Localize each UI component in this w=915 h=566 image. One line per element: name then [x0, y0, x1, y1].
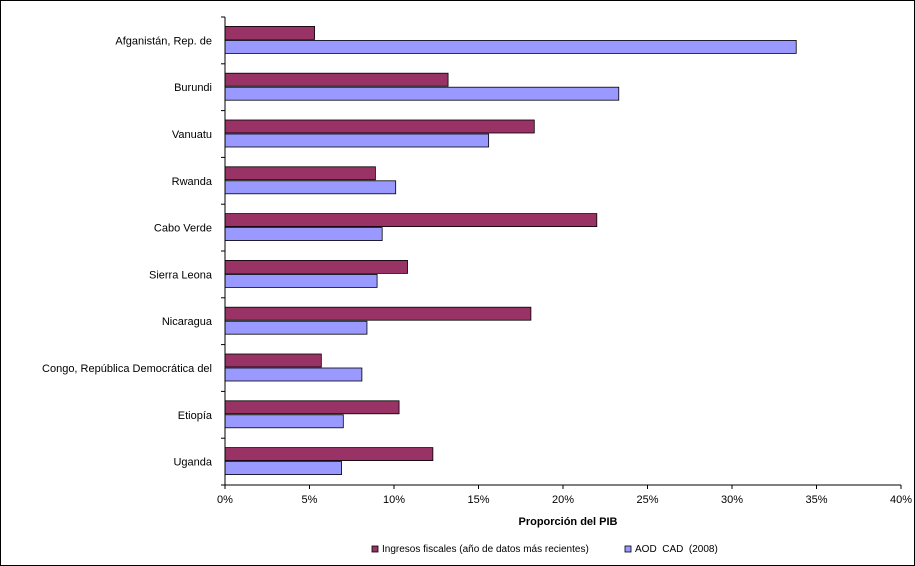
x-tick-label: 20% — [552, 494, 574, 506]
category-label: Vanuatu — [172, 129, 212, 141]
bar-aod-3 — [224, 180, 397, 195]
bar-ingresos-5 — [224, 259, 408, 274]
bar-aod-9 — [224, 461, 343, 476]
bars-layer — [224, 25, 797, 476]
bar-ingresos-7 — [224, 353, 322, 368]
category-label: Congo, República Democrática del — [42, 363, 212, 375]
category-label: Cabo Verde — [154, 223, 212, 235]
bar-ingresos-2 — [224, 119, 535, 134]
bar-ingresos-4 — [224, 213, 598, 228]
x-tick-label: 10% — [383, 494, 405, 506]
bar-aod-1 — [224, 86, 620, 101]
x-tick-label: 40% — [890, 494, 912, 506]
bar-aod-2 — [224, 133, 490, 148]
category-label: Rwanda — [172, 176, 213, 188]
legend-swatch-ingresos — [371, 545, 379, 553]
bar-aod-0 — [224, 40, 797, 54]
bar-ingresos-0 — [224, 25, 315, 40]
legend: Ingresos fiscales (año de datos más reci… — [371, 544, 718, 555]
x-axis-title: Proporción del PIB — [518, 516, 617, 528]
x-tick-labels: 0% 5% 10% 15% 20% 25% 30% 35% 40% — [217, 494, 912, 506]
x-tick-label: 25% — [636, 494, 658, 506]
x-tick-label: 5% — [302, 494, 318, 506]
bar-aod-8 — [224, 414, 344, 429]
axes-layer — [221, 16, 902, 489]
x-tick-label: 35% — [805, 494, 827, 506]
bar-aod-5 — [224, 273, 378, 288]
category-label: Etiopía — [178, 410, 213, 422]
bar-ingresos-9 — [224, 447, 434, 462]
category-label: Uganda — [173, 457, 212, 469]
bar-ingresos-6 — [224, 306, 532, 321]
category-label: Sierra Leona — [149, 269, 213, 281]
x-tick-label: 0% — [217, 494, 233, 506]
legend-label-aod: AOD CAD (2008) — [635, 544, 718, 555]
bar-aod-6 — [224, 320, 368, 335]
bar-ingresos-8 — [224, 400, 400, 415]
legend-swatch-aod — [624, 545, 632, 553]
bar-aod-7 — [224, 367, 363, 382]
x-tick-label: 15% — [467, 494, 489, 506]
category-label: Nicaragua — [162, 316, 213, 328]
category-label: Afganistán, Rep. de — [115, 35, 212, 47]
bar-ingresos-1 — [224, 72, 449, 87]
bar-ingresos-3 — [224, 166, 376, 181]
x-tick-label: 30% — [721, 494, 743, 506]
category-label: Burundi — [174, 82, 212, 94]
bar-aod-4 — [224, 227, 383, 242]
legend-label-ingresos: Ingresos fiscales (año de datos más reci… — [382, 544, 589, 555]
category-labels: Afganistán, Rep. de Burundi Vanuatu Rwanda C… — [42, 35, 213, 468]
